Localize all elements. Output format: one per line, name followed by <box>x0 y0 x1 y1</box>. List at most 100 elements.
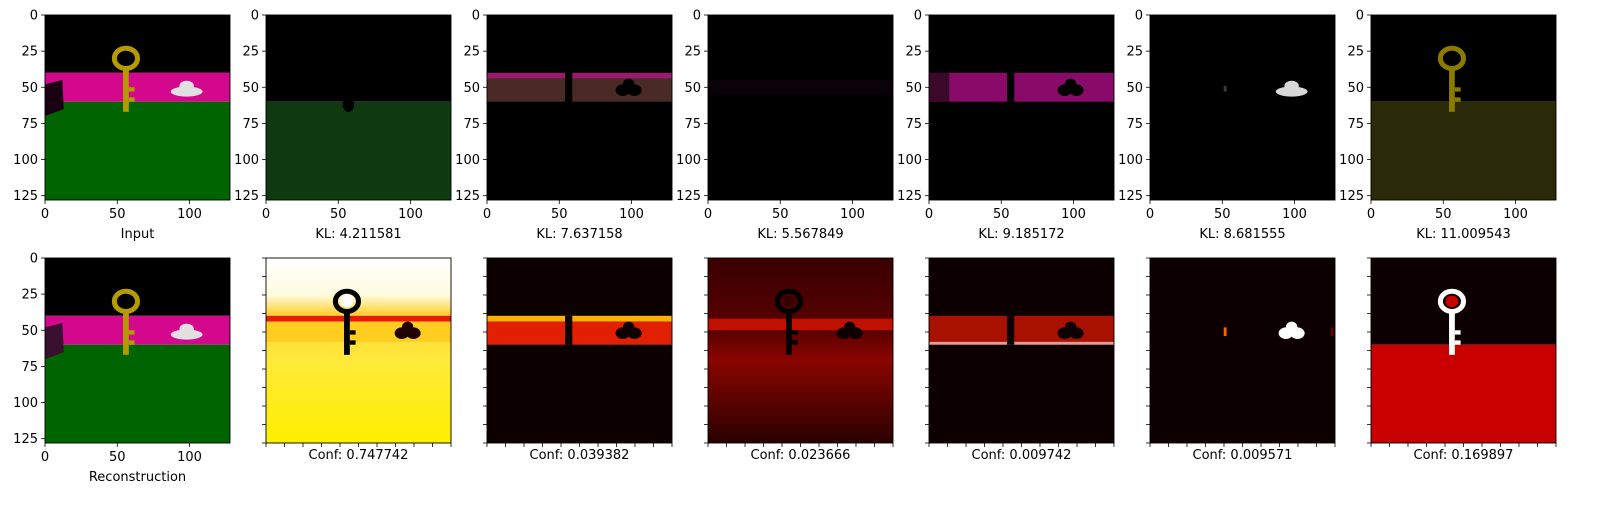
x-tick-label: 100 <box>1282 207 1307 222</box>
x-tick-label: 50 <box>772 207 789 222</box>
wall-region <box>929 72 1114 102</box>
x-tick-label: 100 <box>840 207 865 222</box>
panel-conf-4: Conf: 0.009742 <box>925 257 1115 463</box>
heat-field <box>708 258 893 443</box>
wall-top-strip <box>487 315 672 322</box>
floor-heat <box>1371 344 1556 443</box>
panel-image <box>1371 15 1556 200</box>
key-tooth <box>1454 330 1461 335</box>
key-tooth <box>349 330 356 335</box>
y-tick-label: 0 <box>472 9 480 24</box>
panel-image <box>929 15 1114 200</box>
y-tick-label: 50 <box>463 81 480 96</box>
y-tick-label: 25 <box>684 45 701 60</box>
panel-caption: Conf: 0.023666 <box>751 448 851 463</box>
wall-region <box>487 78 672 102</box>
key-shaft <box>786 311 792 355</box>
wall-region <box>45 72 230 102</box>
y-tick-label: 50 <box>684 81 701 96</box>
car-silhouette <box>615 321 642 339</box>
y-tick-label: 125 <box>234 189 259 204</box>
y-tick-label: 0 <box>30 9 38 24</box>
panel-caption: Conf: 0.169897 <box>1414 448 1514 463</box>
panel-caption: Conf: 0.747742 <box>309 448 409 463</box>
panel-slot-2: 0 50 100 0 25 50 75 100 125 KL: 7.637158 <box>455 9 673 242</box>
car-silhouette <box>1057 321 1084 339</box>
x-tick-label: 0 <box>41 207 49 222</box>
y-tick-label: 0 <box>693 9 701 24</box>
panel-conf-1: Conf: 0.747742 <box>262 257 452 463</box>
y-tick-label: 75 <box>21 360 38 375</box>
panel-image <box>708 258 893 443</box>
panel-caption: Input <box>121 227 155 242</box>
y-tick-label: 0 <box>1356 9 1364 24</box>
edge-remnant <box>1330 327 1334 337</box>
car-hole <box>615 78 642 96</box>
y-tick-label: 50 <box>905 81 922 96</box>
panel-frame <box>1370 14 1557 201</box>
panel-conf-5: Conf: 0.009571 <box>1146 257 1336 463</box>
y-tick-label: 25 <box>463 45 480 60</box>
left-shadow <box>929 72 950 102</box>
y-tick-label: 100 <box>13 396 38 411</box>
x-tick-label: 100 <box>619 207 644 222</box>
wall-bottom-edge <box>929 341 1114 345</box>
panel-caption: KL: 4.211581 <box>315 227 401 242</box>
y-tick-label: 25 <box>905 45 922 60</box>
wall-zone <box>266 321 451 342</box>
y-tick-label: 50 <box>1347 81 1364 96</box>
x-tick-label: 0 <box>262 207 270 222</box>
panel-conf-6: Conf: 0.169897 <box>1367 257 1557 463</box>
y-tick-label: 75 <box>684 117 701 132</box>
y-tick-label: 25 <box>1126 45 1143 60</box>
key-tooth <box>1454 340 1461 345</box>
key-highlight <box>1437 288 1467 355</box>
sky-region <box>266 15 451 102</box>
x-tick-label: 100 <box>1503 207 1528 222</box>
x-tick-label: 100 <box>398 207 423 222</box>
y-tick-label: 25 <box>242 45 259 60</box>
y-tick-label: 50 <box>21 324 38 339</box>
panel-caption: Conf: 0.009571 <box>1193 448 1293 463</box>
y-tick-label: 125 <box>897 189 922 204</box>
background-region <box>929 15 1114 200</box>
wall-zone <box>929 315 1114 345</box>
y-tick-label: 100 <box>1118 153 1143 168</box>
key-tooth <box>128 97 135 102</box>
panel-conf-2: Conf: 0.039382 <box>483 257 673 463</box>
x-tick-label: 50 <box>1214 207 1231 222</box>
y-tick-label: 125 <box>1339 189 1364 204</box>
key-object <box>111 45 141 112</box>
key-gap <box>1007 72 1015 102</box>
x-tick-label: 0 <box>1367 207 1375 222</box>
panel-caption: Reconstruction <box>89 470 186 485</box>
panel-frame <box>265 14 452 201</box>
y-tick-label: 125 <box>1118 189 1143 204</box>
y-tick-label: 125 <box>13 432 38 447</box>
panel-image <box>45 258 230 443</box>
key-tooth <box>128 87 135 92</box>
faint-strip <box>708 80 893 95</box>
panel-caption: Conf: 0.009742 <box>972 448 1072 463</box>
key-shaft <box>344 311 350 355</box>
y-tick-label: 0 <box>30 252 38 267</box>
y-tick-label: 50 <box>1126 81 1143 96</box>
key-gap <box>565 69 573 102</box>
key-object <box>111 288 141 355</box>
background-region <box>708 15 893 200</box>
floor-region <box>266 101 451 200</box>
wall-zone <box>708 318 893 331</box>
key-tooth <box>1454 97 1461 102</box>
panel-frame <box>707 14 894 201</box>
panel-frame <box>44 257 231 444</box>
key-silhouette <box>332 288 362 355</box>
car-silhouette <box>836 321 863 339</box>
key-shaft <box>1449 68 1455 112</box>
x-tick-label: 50 <box>993 207 1010 222</box>
key-gap <box>565 315 573 345</box>
panel-frame <box>486 14 673 201</box>
y-tick-label: 125 <box>455 189 480 204</box>
panel-slot-4: 0 50 100 0 25 50 75 100 125 KL: 9.185172 <box>897 9 1115 242</box>
y-tick-label: 25 <box>1347 45 1364 60</box>
key-tooth <box>349 340 356 345</box>
